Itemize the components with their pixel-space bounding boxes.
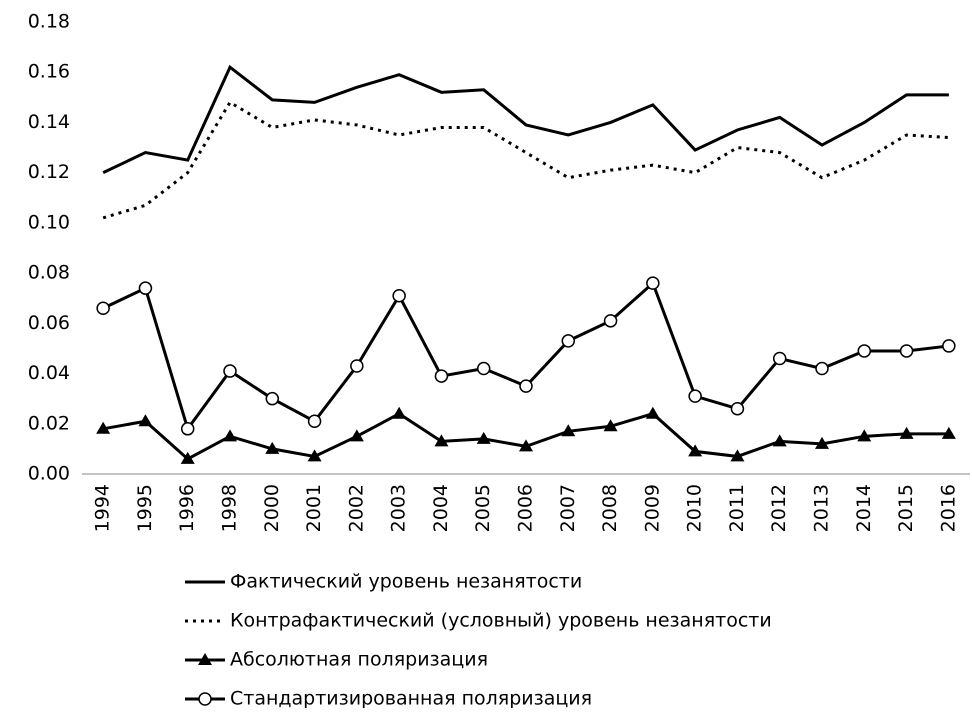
marker-triangle: [307, 449, 322, 462]
y-tick-label: 0.18: [28, 11, 70, 33]
y-tick-label: 0.04: [28, 362, 70, 384]
series-line: [102, 280, 950, 433]
marker-circle: [198, 692, 212, 706]
series-line: [102, 100, 949, 220]
y-tick-label: 0.16: [28, 61, 70, 83]
marker-circle: [730, 401, 745, 416]
marker-circle: [519, 379, 533, 393]
x-tick-label: 2014: [853, 484, 875, 532]
marker-triangle: [899, 426, 914, 439]
x-tick-label: 2015: [895, 484, 917, 532]
marker-triangle: [603, 419, 618, 432]
marker-circle: [392, 288, 406, 303]
marker-circle: [942, 339, 956, 353]
y-tick-label: 0.06: [28, 312, 70, 334]
y-tick-label: 0.12: [28, 161, 70, 183]
x-tick-label: 2013: [811, 484, 833, 532]
y-tick-label: 0.14: [28, 111, 70, 133]
x-tick-label: 2009: [641, 484, 663, 532]
marker-triangle: [688, 444, 703, 457]
marker-circle: [476, 361, 491, 376]
x-tick-label: 2012: [768, 484, 790, 532]
x-tick-label: 1998: [219, 484, 241, 532]
y-tick-label: 0.02: [28, 412, 70, 434]
marker-circle: [646, 276, 660, 290]
marker-triangle: [561, 424, 576, 437]
marker-circle: [857, 344, 872, 358]
marker-circle: [603, 314, 618, 328]
marker-circle: [815, 361, 829, 376]
legend-label: Контрафактический (условный) уровень нез…: [230, 610, 772, 632]
x-tick-label: 2003: [388, 484, 410, 532]
x-tick-label: 2004: [430, 484, 452, 532]
legend-label: Стандартизированная поляризация: [230, 688, 592, 709]
marker-triangle: [138, 414, 153, 427]
marker-circle: [138, 281, 153, 295]
marker-circle: [772, 351, 787, 366]
legend-label: Фактический уровень незанятости: [230, 571, 582, 593]
y-tick-label: 0.10: [28, 211, 70, 233]
x-tick-label: 2011: [726, 484, 748, 532]
marker-triangle: [434, 434, 449, 447]
marker-triangle: [941, 426, 956, 439]
marker-triangle: [180, 451, 195, 464]
legend-label: Абсолютная поляризация: [230, 649, 488, 671]
marker-circle: [265, 391, 280, 406]
marker-triangle: [96, 421, 111, 434]
series-line: [102, 64, 949, 175]
marker-triangle: [519, 439, 533, 452]
marker-triangle: [772, 434, 787, 447]
marker-circle: [688, 389, 702, 403]
marker-triangle: [645, 406, 660, 419]
x-tick-label: 2002: [345, 484, 367, 532]
x-tick-label: 1994: [92, 484, 114, 532]
marker-triangle: [476, 431, 491, 444]
marker-triangle: [265, 441, 280, 454]
marker-triangle: [857, 429, 872, 442]
marker-triangle: [730, 449, 745, 462]
x-tick-label: 2006: [515, 484, 537, 532]
x-tick-label: 2008: [599, 484, 621, 532]
marker-circle: [223, 364, 237, 378]
marker-circle: [350, 359, 364, 373]
marker-circle: [434, 369, 449, 383]
y-tick-label: 0.00: [28, 463, 70, 485]
x-tick-label: 1995: [134, 484, 156, 532]
marker-circle: [307, 414, 322, 429]
x-tick-label: 1996: [176, 484, 198, 532]
marker-triangle: [223, 429, 237, 442]
x-tick-label: 2010: [684, 484, 706, 532]
marker-triangle: [392, 406, 407, 419]
marker-circle: [96, 301, 110, 316]
x-tick-label: 2001: [303, 484, 325, 532]
x-tick-label: 2007: [557, 484, 579, 532]
marker-triangle: [198, 653, 212, 665]
marker-triangle: [349, 429, 364, 442]
x-tick-label: 2000: [261, 484, 283, 532]
marker-circle: [180, 422, 195, 436]
marker-circle: [899, 344, 914, 358]
x-tick-label: 2016: [937, 484, 959, 532]
marker-triangle: [815, 436, 829, 449]
marker-circle: [561, 334, 576, 348]
x-tick-label: 2005: [472, 484, 494, 532]
y-tick-label: 0.08: [28, 262, 70, 284]
